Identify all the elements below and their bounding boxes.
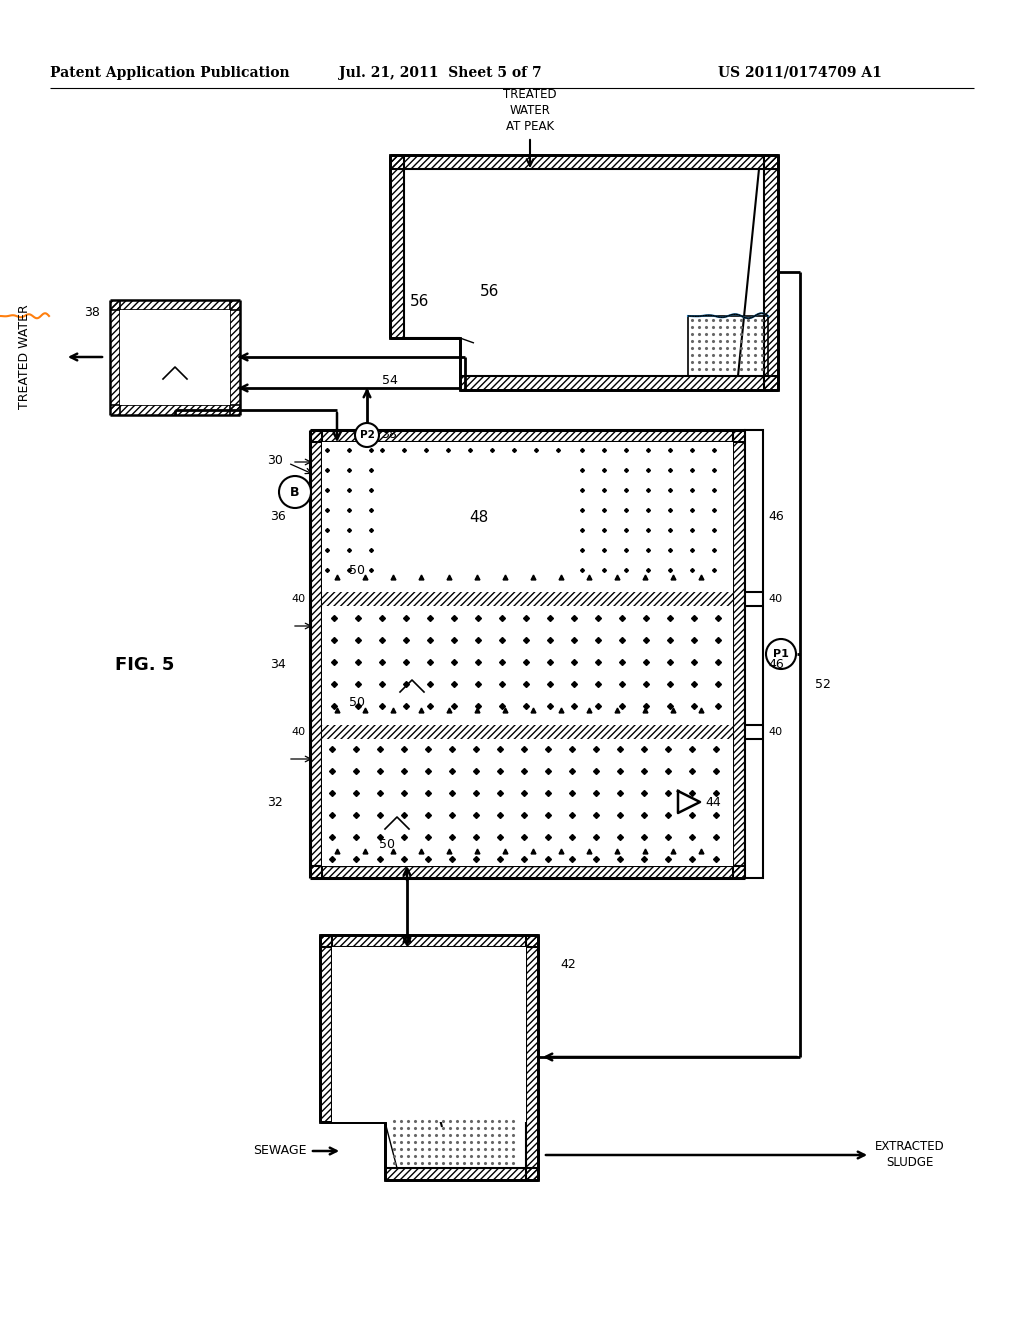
Text: 46: 46 (768, 511, 783, 524)
Text: 50: 50 (349, 697, 365, 710)
Bar (526, 935, 538, 1180)
Bar (745, 430, 763, 878)
Text: Patent Application Publication: Patent Application Publication (50, 66, 290, 81)
Text: Jul. 21, 2011  Sheet 5 of 7: Jul. 21, 2011 Sheet 5 of 7 (339, 66, 542, 81)
Bar (322, 591, 733, 606)
Bar (322, 725, 733, 739)
Text: TREATED
WATER
AT PEAK: TREATED WATER AT PEAK (503, 87, 557, 132)
Bar (460, 376, 778, 389)
Bar (110, 300, 240, 310)
Bar (110, 300, 120, 414)
Text: 42: 42 (560, 958, 575, 972)
Circle shape (355, 422, 379, 447)
Text: 40: 40 (291, 594, 305, 605)
Polygon shape (319, 935, 538, 1180)
Text: 52: 52 (815, 677, 830, 690)
Bar (230, 300, 240, 414)
Text: 54: 54 (382, 374, 398, 387)
Bar (332, 946, 526, 1122)
Bar (319, 935, 538, 946)
Text: B: B (290, 486, 300, 499)
Text: US 2011/0174709 A1: US 2011/0174709 A1 (718, 66, 882, 81)
Text: 50: 50 (379, 837, 395, 850)
Bar (385, 1168, 538, 1180)
Text: 36: 36 (270, 511, 286, 524)
Bar (382, 459, 577, 574)
Text: SEWAGE: SEWAGE (253, 1144, 307, 1158)
Bar (310, 866, 745, 878)
Text: 38: 38 (84, 305, 100, 318)
Text: FIG. 5: FIG. 5 (116, 656, 175, 675)
Text: 56: 56 (480, 285, 500, 300)
Circle shape (279, 477, 311, 508)
Text: 50: 50 (349, 564, 365, 577)
Bar (110, 405, 240, 414)
Circle shape (766, 639, 796, 669)
Polygon shape (390, 154, 778, 389)
Text: 56: 56 (411, 294, 430, 309)
Text: 40: 40 (768, 727, 782, 737)
Text: P1: P1 (773, 649, 788, 659)
Bar (322, 442, 733, 866)
Bar (390, 154, 778, 169)
Bar (764, 154, 778, 389)
Bar (390, 154, 404, 338)
Bar (390, 154, 778, 169)
Text: 38: 38 (381, 429, 397, 441)
Text: 48: 48 (469, 510, 488, 524)
Text: P2: P2 (359, 430, 375, 440)
Text: 32: 32 (267, 796, 283, 808)
Text: 34: 34 (270, 659, 286, 672)
Text: TREATED WATER: TREATED WATER (18, 305, 32, 409)
Bar (319, 935, 332, 1122)
Bar (733, 430, 745, 878)
Text: 40: 40 (768, 594, 782, 605)
Text: 40: 40 (291, 727, 305, 737)
Bar (310, 430, 745, 442)
Text: 44: 44 (706, 796, 721, 808)
Text: 46: 46 (768, 659, 783, 672)
Text: 30: 30 (267, 454, 283, 466)
Bar (310, 430, 322, 878)
Bar (120, 310, 230, 405)
Text: EXTRACTED
SLUDGE: EXTRACTED SLUDGE (876, 1140, 945, 1170)
